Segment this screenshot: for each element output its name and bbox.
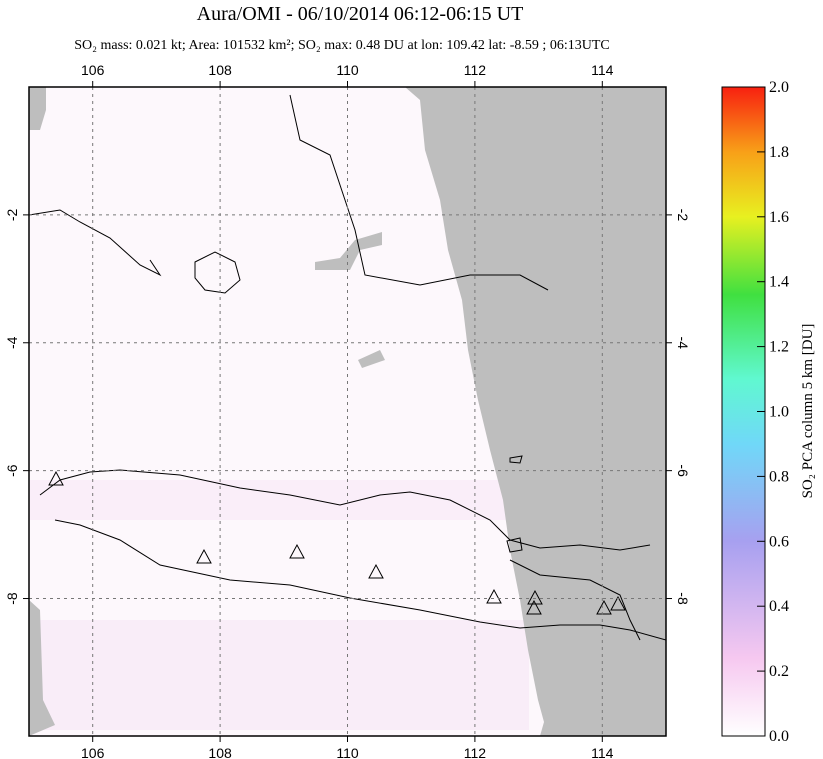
colorbar-ticks: 0.0 0.2 0.4 0.6 0.8 1.0 1.2 1.4 1.6 1.8 2.0 [757,79,789,745]
x-tick-label: 106 [81,62,105,78]
axes: 106 106 108 108 110 110 112 112 114 114 -2 -2 -4 -4 -6… [4,62,691,759]
colorbar-tick-label: 2.0 [769,79,789,96]
colorbar-tick-label: 0.2 [769,663,789,680]
x-tick-label: 110 [336,62,359,78]
retrieval-haze [29,620,529,730]
volcano-markers [48,470,626,615]
y-tick-label: -8 [675,592,691,605]
colorbar-tick-label: 0.8 [769,468,789,485]
y-tick-label: -2 [4,208,20,221]
no-data-region [405,87,666,736]
colorbar-tick-label: 0.6 [769,533,789,550]
x-tick-label: 108 [208,745,232,759]
y-tick-label: -6 [675,464,691,477]
colorbar-tick-label: 1.2 [769,339,789,356]
coastline [194,94,549,294]
x-tick-label: 114 [591,745,614,759]
coastline [506,455,523,553]
colorbar-tick-label: 1.6 [769,209,789,226]
y-tick-label: -6 [4,464,20,477]
no-data-region [29,87,46,130]
y-tick-label: -8 [4,592,20,605]
no-data-region [29,600,55,736]
colorbar-tick-label: 0.0 [769,728,789,745]
retrieval-haze [29,480,529,520]
y-tick-label: -4 [4,336,20,349]
x-tick-label: 112 [464,62,487,78]
subtitle: SO₂ mass: 0.021 kt; Area: 101532 km²; SO… [74,38,609,53]
x-tick-label: 110 [336,745,359,759]
colorbar-tick-label: 1.0 [769,404,789,421]
x-tick-label: 106 [81,745,105,759]
colorbar-tick-label: 0.4 [769,598,789,615]
title: Aura/OMI - 06/10/2014 06:12-06:15 UT [197,3,524,25]
colorbar-label: SO₂ PCA column 5 km [DU] [800,324,816,499]
no-data-region [358,350,385,368]
x-tick-label: 108 [208,62,232,78]
colorbar-tick-label: 1.4 [769,274,789,291]
colorbar-tick-label: 1.8 [769,144,789,161]
x-tick-label: 112 [464,745,487,759]
x-tick-label: 114 [591,62,614,78]
grid [29,87,666,736]
y-tick-label: -2 [675,209,691,222]
y-tick-label: -4 [675,337,691,350]
no-data-region [315,232,382,270]
coastline [29,209,666,641]
